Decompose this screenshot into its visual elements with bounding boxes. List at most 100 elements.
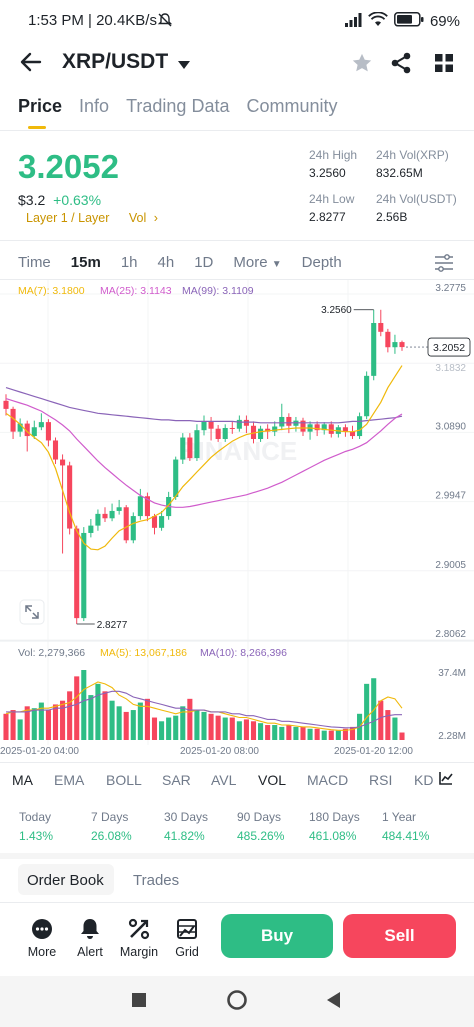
indicator-rsi[interactable]: RSI [369,772,393,788]
volume-bar [300,726,306,740]
tag-vol[interactable]: Vol [128,211,147,225]
chevron-right-icon[interactable]: › [153,211,158,225]
candle-body [95,513,101,526]
tab-order-book[interactable]: Order Book [27,872,104,889]
indicator-sar[interactable]: SAR [162,772,191,788]
home-icon[interactable] [226,989,248,1016]
battery-icon [394,12,424,31]
ma7-line [5,365,403,551]
indicator-settings-icon[interactable] [438,770,454,789]
indicator-boll[interactable]: BOLL [106,772,142,788]
perf-value-1y: 484.41% [382,829,430,843]
candle-body [24,423,30,437]
caret-down-icon[interactable] [178,57,190,75]
fiat-price: $3.2 [18,192,46,208]
volume-bar [159,721,165,740]
volume-bar [222,717,228,740]
indicator-kd[interactable]: KD [414,772,434,788]
candle-body [349,431,356,437]
candle-body [215,428,221,439]
expand-icon[interactable] [19,599,45,625]
interval-4h[interactable]: 4h [157,254,175,271]
grid-bot-icon [165,918,209,940]
volume-bar [392,717,398,740]
indicator-macd[interactable]: MACD [307,772,349,788]
interval-depth[interactable]: Depth [301,254,342,271]
ma99-line [5,387,403,424]
y-tick-label: 2.9005 [435,560,466,571]
perf-value-today: 1.43% [19,829,54,843]
volume-bar [187,698,193,740]
candle-body [159,516,165,528]
volume-bar [371,678,377,740]
candle-body [45,422,51,441]
indicator-vol[interactable]: VOL [258,772,287,788]
interval-time[interactable]: Time [18,254,51,271]
tag-layer[interactable]: Layer 1 / Layer [26,211,110,225]
candlestick-chart[interactable]: 3.2775 3.0890 2.9947 2.9005 2.8062 2025-01-20… [0,280,474,765]
volume-bar [17,719,23,740]
perf-value-90d: 485.26% [237,829,285,843]
candle-body [378,322,384,332]
high-marker-label: 3.2560 [321,305,352,316]
candle-body [364,375,370,417]
vol-max-label: 37.4M [438,668,466,679]
last-price: 3.2052 [18,148,119,185]
sell-button[interactable]: Sell [343,914,456,958]
alert-label: Alert [77,945,103,959]
tab-price[interactable]: Price [18,96,63,116]
tab-trades[interactable]: Trades [133,872,180,889]
back-icon[interactable] [20,52,42,77]
indicator-ma[interactable]: MA [12,772,33,788]
buy-button[interactable]: Buy [221,914,333,958]
candle-body [116,507,122,511]
tab-community[interactable]: Community [246,96,338,116]
volume-bar [38,702,44,740]
tags-row: Layer 1 / Layer Vol › [26,211,158,225]
interval-1h[interactable]: 1h [120,254,138,271]
interval-15m[interactable]: 15m [70,254,101,271]
volume-bar [173,715,179,740]
pair-title[interactable]: XRP/USDT [62,50,169,73]
volume-bar [31,708,37,740]
indicator-avl[interactable]: AVL [211,772,237,788]
volume-bar [3,713,9,740]
margin-action[interactable]: Margin [117,918,161,959]
perf-label-1y: 1 Year [382,810,417,824]
volume-bar [258,723,264,740]
volume-bar [10,710,16,740]
candle-body [286,416,292,426]
legend-vol: Vol: 2,279,366 [18,647,85,659]
share-icon[interactable] [390,52,412,79]
grid-icon[interactable] [434,53,454,78]
grid-action[interactable]: Grid [165,918,209,959]
volume-bar [272,725,278,740]
tab-trading-data[interactable]: Trading Data [126,96,230,116]
perf-label-today: Today [19,810,52,824]
volume-bar [194,710,200,740]
alert-action[interactable]: Alert [68,918,112,959]
volume-bar [279,726,285,740]
chart-settings-icon[interactable] [434,254,454,277]
indicator-ema[interactable]: EMA [54,772,85,788]
order-book-tab-bg [18,864,114,895]
candle-body [300,420,306,432]
interval-more[interactable]: More ▼ [233,254,281,271]
signal-icon [344,12,362,31]
recents-icon[interactable] [131,992,147,1013]
volume-bar [67,691,73,740]
more-action[interactable]: More [20,918,64,959]
vol-xrp-value: 832.65M [376,166,423,180]
star-icon[interactable] [351,52,373,79]
tab-info[interactable]: Info [79,96,110,116]
interval-1d[interactable]: 1D [194,254,214,271]
margin-icon [117,918,161,940]
candle-body [17,423,23,432]
back-nav-icon[interactable] [325,991,341,1014]
interval-more-label: More [233,254,268,271]
more-label: More [27,945,57,959]
candle-body [371,322,377,376]
volume-bar [335,730,341,740]
candle-body [229,427,235,429]
perf-value-7d: 26.08% [91,829,132,843]
